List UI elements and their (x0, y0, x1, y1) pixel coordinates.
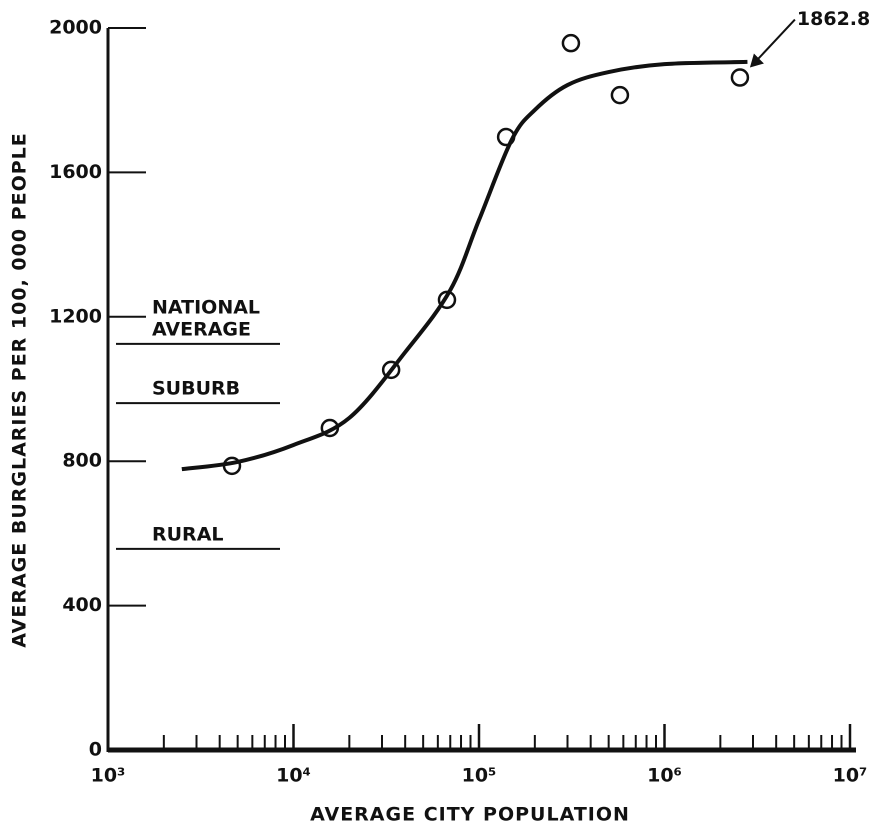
reference-label: RURAL (152, 523, 224, 545)
x-axis-title: AVERAGE CITY POPULATION (310, 804, 630, 826)
y-tick-label: 2000 (49, 17, 102, 39)
data-point (561, 33, 581, 53)
annotation-label: 1862.8 (797, 8, 870, 30)
data-point (730, 68, 750, 87)
y-tick-label: 1200 (49, 305, 102, 327)
reference-label: AVERAGE (152, 318, 251, 340)
x-tick-label: 10⁷ (833, 765, 868, 787)
x-tick-label: 10⁴ (276, 765, 311, 787)
y-tick-label: 800 (62, 450, 102, 472)
y-tick-label: 400 (62, 594, 102, 616)
y-tick-label: 1600 (49, 161, 102, 183)
x-tick-label: 10³ (91, 765, 126, 787)
x-tick-label: 10⁶ (647, 765, 682, 787)
x-tick-label: 10⁵ (462, 765, 497, 787)
reference-label: NATIONAL (152, 296, 260, 318)
y-tick-label: 0 (89, 739, 102, 761)
annotation-arrow (751, 18, 796, 67)
data-point (610, 85, 630, 105)
reference-label: SUBURB (152, 378, 240, 400)
y-axis-title: AVERAGE BURGLARIES PER 100, 000 PEOPLE (9, 132, 31, 648)
fit-curve (181, 59, 748, 472)
annotation-arrowhead (749, 53, 764, 68)
